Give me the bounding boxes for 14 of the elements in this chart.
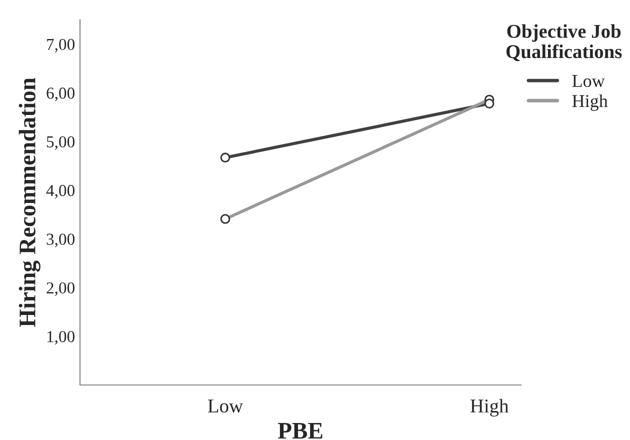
y-tick-label: 4,00 xyxy=(46,184,75,199)
y-tick-label: 6,00 xyxy=(46,88,75,102)
point xyxy=(484,98,494,108)
y-tick-label: 3,00 xyxy=(46,234,75,248)
point xyxy=(220,152,230,163)
y-tick-label: 5,00 xyxy=(46,136,75,150)
legend-label: Low xyxy=(572,75,605,88)
x-axis-title: PBE xyxy=(278,423,322,439)
y-tick-label: 1,00 xyxy=(47,331,75,345)
legend-label: High xyxy=(572,94,608,111)
legend-title: Objective Job Qualifications xyxy=(506,24,622,62)
y-tick-label: 7,00 xyxy=(47,38,75,52)
y-axis-title: Hiring Recommendation xyxy=(18,78,40,327)
y-tick-label: 2,00 xyxy=(46,282,75,296)
